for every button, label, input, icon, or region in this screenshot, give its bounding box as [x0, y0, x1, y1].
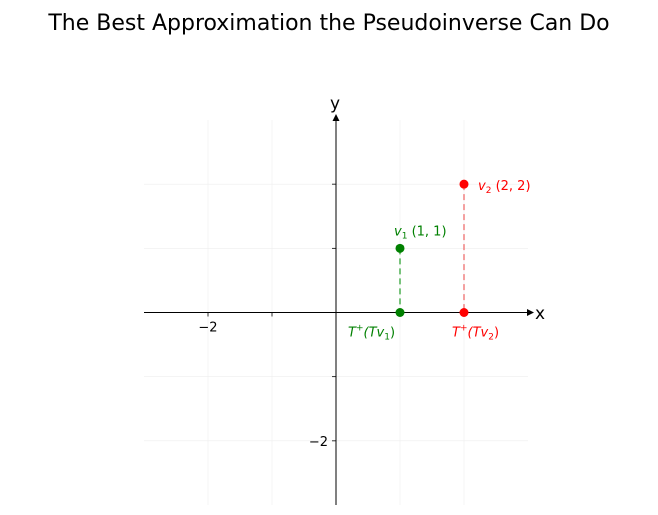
- x-tick-label: −2: [198, 321, 217, 336]
- point-label-tv2: T+(Tv2): [452, 324, 499, 343]
- y-axis-arrow: [332, 114, 340, 121]
- axes: [144, 114, 534, 505]
- point-v1: [395, 243, 405, 253]
- point-tv2: [459, 308, 469, 317]
- y-tick-label: −2: [309, 435, 328, 450]
- point-v2: [459, 179, 469, 189]
- projection-lines: [399, 184, 465, 313]
- y-axis-label: y: [330, 94, 340, 114]
- point-labels: v1 (1, 1) v2 (2, 2) T+(Tv1) T+(Tv2): [348, 179, 531, 342]
- point-label-v2: v2 (2, 2): [478, 179, 531, 196]
- data-points: [395, 179, 469, 317]
- point-label-v1: v1 (1, 1): [394, 224, 447, 241]
- point-label-tv1: T+(Tv1): [348, 324, 395, 343]
- x-axis-arrow: [527, 309, 534, 316]
- x-axis-label: x: [535, 304, 545, 324]
- point-tv1: [395, 308, 405, 317]
- chart-title: The Best Approximation the Pseudoinverse…: [47, 11, 609, 36]
